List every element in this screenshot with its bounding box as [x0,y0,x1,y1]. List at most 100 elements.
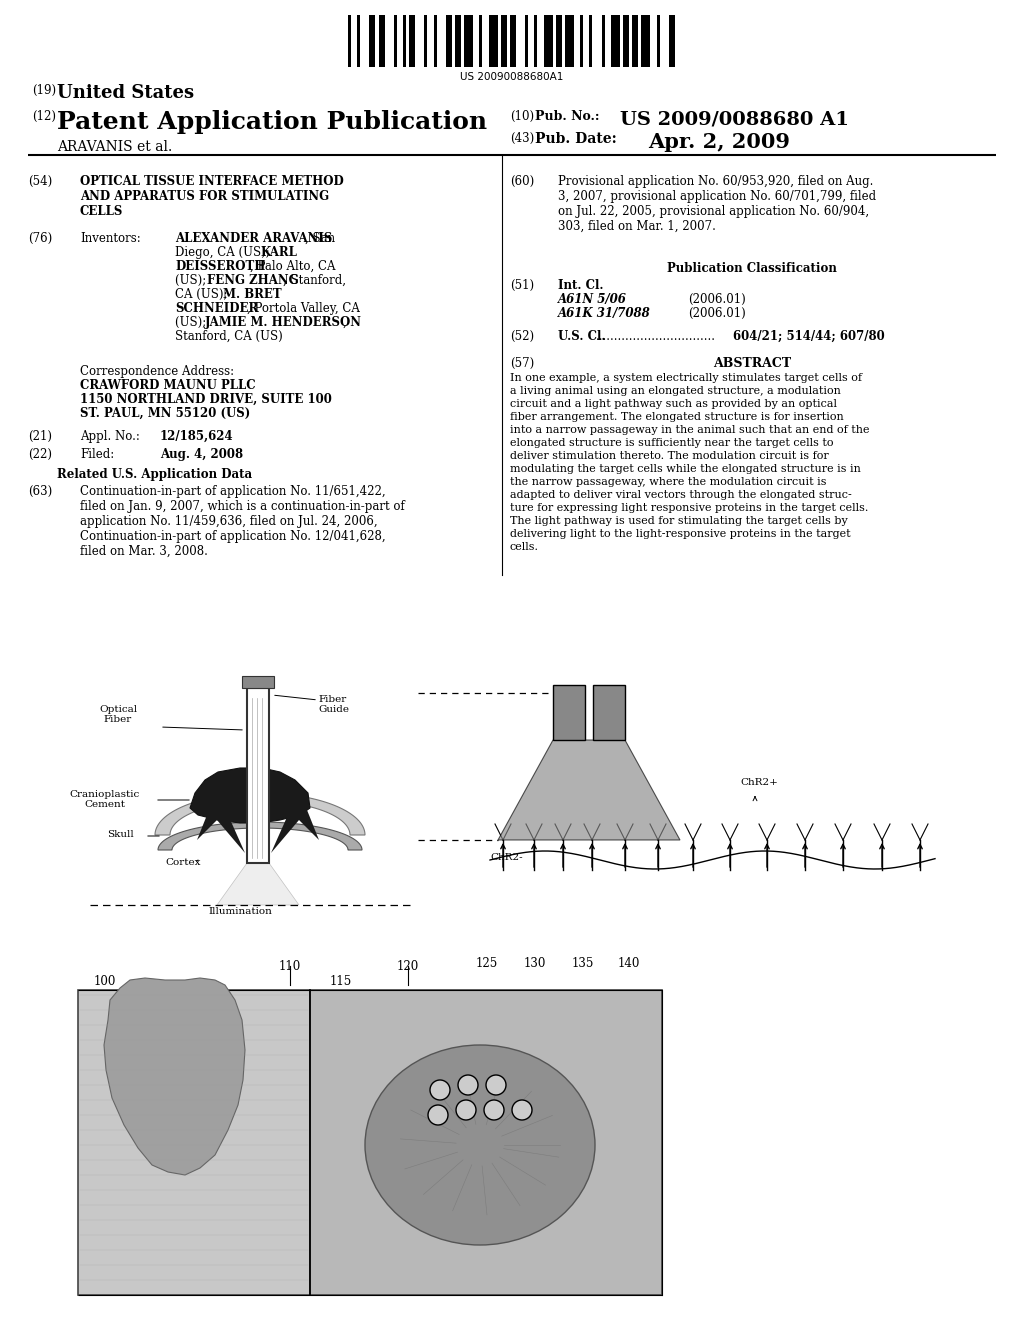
Text: , Palo Alto, CA: , Palo Alto, CA [250,260,336,273]
Bar [410,15,415,67]
Text: (US);: (US); [175,275,210,286]
Text: (2006.01): (2006.01) [688,308,745,319]
Polygon shape [190,768,310,822]
Text: adapted to deliver viral vectors through the elongated struc-: adapted to deliver viral vectors through… [510,490,852,500]
Bar [656,15,659,67]
Text: ALEXANDER ARAVANIS: ALEXANDER ARAVANIS [175,232,333,246]
Polygon shape [155,793,365,836]
Bar [553,685,585,741]
Text: fiber arrangement. The elongated structure is for insertion: fiber arrangement. The elongated structu… [510,412,844,422]
Text: JAMIE M. HENDERSON: JAMIE M. HENDERSON [205,315,362,329]
Text: , San: , San [305,232,335,246]
Bar [593,685,625,741]
Text: AND APPARATUS FOR STIMULATING: AND APPARATUS FOR STIMULATING [80,190,329,203]
Bar [247,688,269,863]
Text: 12/185,624: 12/185,624 [160,430,233,444]
Text: Apr. 2, 2009: Apr. 2, 2009 [648,132,790,152]
Text: circuit and a light pathway such as provided by an optical: circuit and a light pathway such as prov… [510,399,837,409]
Text: Provisional application No. 60/953,920, filed on Aug.
3, 2007, provisional appli: Provisional application No. 60/953,920, … [558,176,877,234]
Text: KARL: KARL [260,246,297,259]
Text: delivering light to the light-responsive proteins in the target: delivering light to the light-responsive… [510,529,851,539]
Text: Inventors:: Inventors: [80,232,140,246]
Text: ST. PAUL, MN 55120 (US): ST. PAUL, MN 55120 (US) [80,407,250,420]
Text: deliver stimulation thereto. The modulation circuit is for: deliver stimulation thereto. The modulat… [510,451,828,461]
Bar [632,15,638,67]
Text: Appl. No.:: Appl. No.: [80,430,140,444]
Text: US 20090088680A1: US 20090088680A1 [461,73,563,82]
Text: Filed:: Filed: [80,447,115,461]
Text: M. BRET: M. BRET [223,288,282,301]
Bar [455,15,461,67]
Bar [242,676,274,688]
Polygon shape [158,822,362,850]
Bar [641,15,650,67]
Polygon shape [271,789,319,853]
Text: FENG ZHANG: FENG ZHANG [207,275,299,286]
Bar [510,15,516,67]
Bar [590,15,593,67]
Bar [488,15,498,67]
Text: elongated structure is sufficiently near the target cells to: elongated structure is sufficiently near… [510,438,834,447]
Bar [370,15,376,67]
Polygon shape [197,789,245,853]
Text: Cortex: Cortex [165,858,201,867]
Bar [610,15,620,67]
Text: 1150 NORTHLAND DRIVE, SUITE 100: 1150 NORTHLAND DRIVE, SUITE 100 [80,393,332,407]
Text: Patent Application Publication: Patent Application Publication [57,110,487,135]
Text: Stanford, CA (US): Stanford, CA (US) [175,330,283,343]
Text: (12): (12) [32,110,56,123]
Text: Diego, CA (US);: Diego, CA (US); [175,246,273,259]
Text: In one example, a system electrically stimulates target cells of: In one example, a system electrically st… [510,374,862,383]
Text: Skull: Skull [106,830,134,840]
Text: (US);: (US); [175,315,210,329]
Text: (2006.01): (2006.01) [688,293,745,306]
Text: (10): (10) [510,110,535,123]
Text: CRAWFORD MAUNU PLLC: CRAWFORD MAUNU PLLC [80,379,256,392]
Circle shape [456,1100,476,1119]
Text: modulating the target cells while the elongated structure is in: modulating the target cells while the el… [510,465,861,474]
Text: ture for expressing light responsive proteins in the target cells.: ture for expressing light responsive pro… [510,503,868,513]
Circle shape [458,1074,478,1096]
Text: (51): (51) [510,279,535,292]
Text: (57): (57) [510,356,535,370]
Bar [78,990,310,1295]
Text: ARAVANIS et al.: ARAVANIS et al. [57,140,172,154]
Text: 604/21; 514/44; 607/80: 604/21; 514/44; 607/80 [733,330,885,343]
Text: United States: United States [57,84,195,102]
Text: (19): (19) [32,84,56,96]
Bar [310,990,662,1295]
Bar [525,15,528,67]
Bar [501,15,507,67]
Bar [394,15,397,67]
Circle shape [512,1100,532,1119]
Text: US 2009/0088680 A1: US 2009/0088680 A1 [620,110,849,128]
Text: Illumination: Illumination [208,907,272,916]
Bar [602,15,604,67]
Text: Pub. No.:: Pub. No.: [535,110,599,123]
Bar [556,15,562,67]
Bar [357,15,360,67]
Polygon shape [217,863,299,906]
Text: Related U.S. Application Data: Related U.S. Application Data [57,469,253,480]
Text: CA (US);: CA (US); [175,288,231,301]
Text: 125: 125 [476,957,499,970]
Bar [669,15,675,67]
Bar [379,15,385,67]
Text: CELLS: CELLS [80,205,123,218]
Text: Correspondence Address:: Correspondence Address: [80,366,234,378]
Text: the narrow passageway, where the modulation circuit is: the narrow passageway, where the modulat… [510,477,826,487]
Text: The light pathway is used for stimulating the target cells by: The light pathway is used for stimulatin… [510,516,848,525]
Text: ChR2-: ChR2- [490,853,522,862]
Text: SCHNEIDER: SCHNEIDER [175,302,258,315]
Bar [479,15,482,67]
Text: Optical
Fiber: Optical Fiber [99,705,137,725]
Bar [403,15,407,67]
Bar [433,15,436,67]
Bar [424,15,427,67]
Text: (22): (22) [28,447,52,461]
Text: (21): (21) [28,430,52,444]
Text: Int. Cl.: Int. Cl. [558,279,603,292]
Text: ,: , [343,315,347,329]
Text: (43): (43) [510,132,535,145]
Bar [445,15,452,67]
